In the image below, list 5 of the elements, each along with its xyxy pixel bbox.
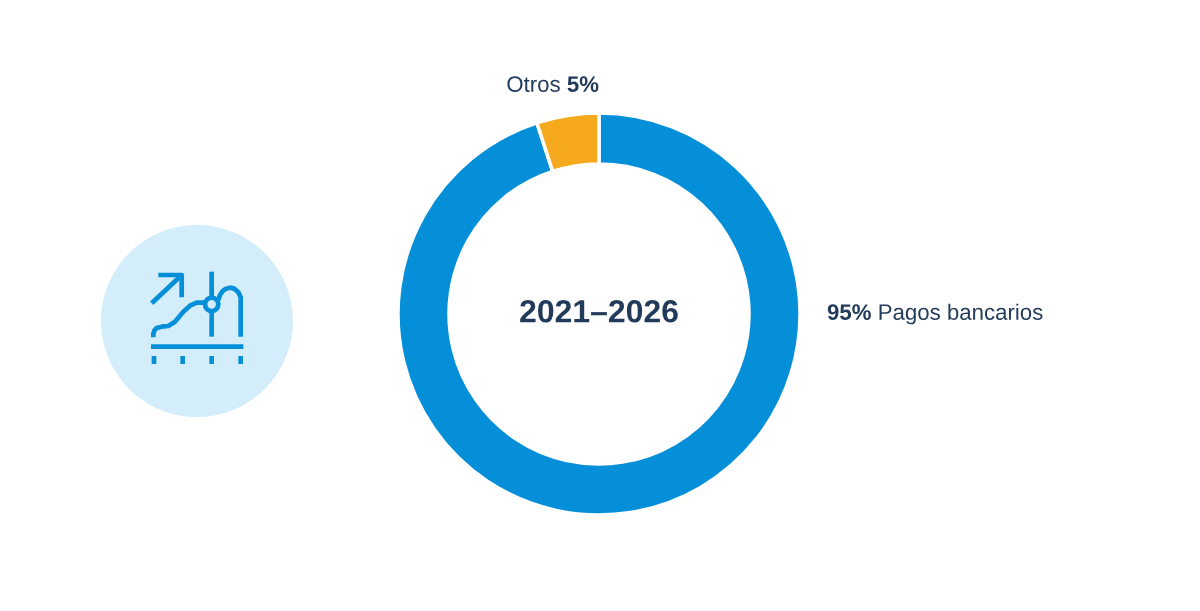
text: 2021–2026	[520, 299, 678, 323]
slice-label: Otros	[507, 76, 560, 92]
slice-label: Pagos bancarios	[879, 303, 1043, 325]
data-label: 5%	[567, 76, 599, 92]
data-label: 95%	[827, 304, 871, 320]
